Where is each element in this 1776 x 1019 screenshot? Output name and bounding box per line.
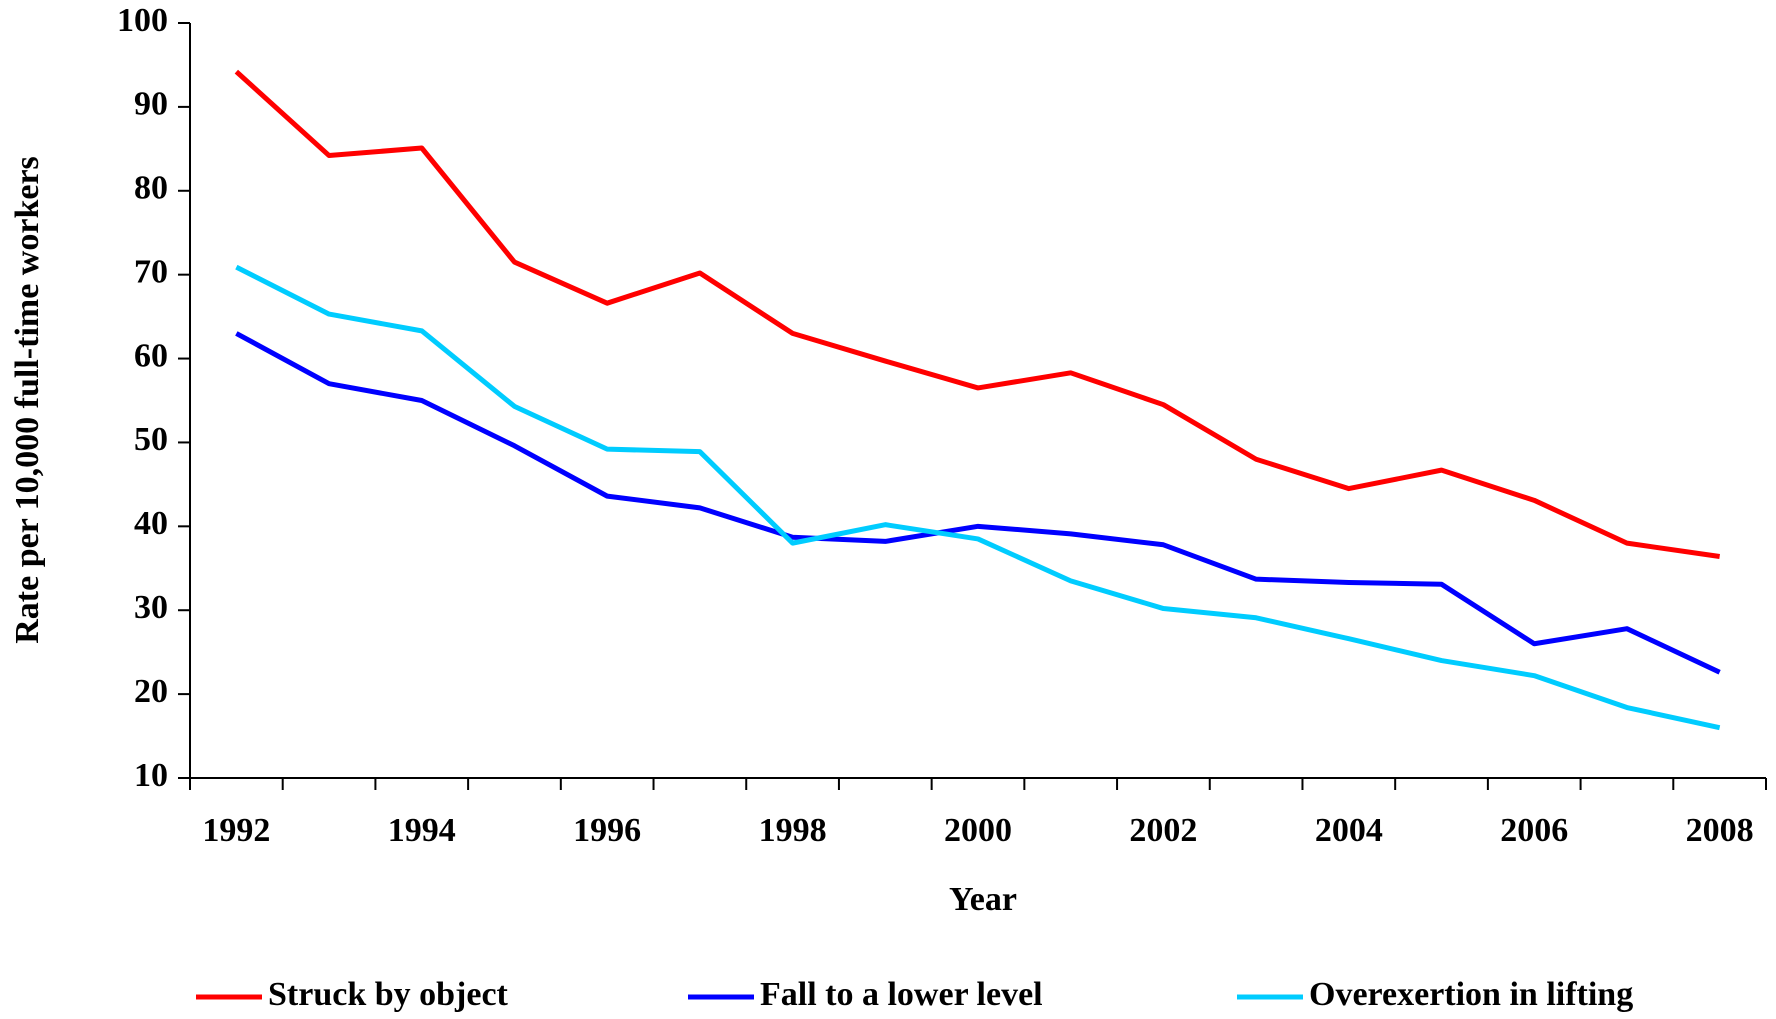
y-axis-label: Rate per 10,000 full-time workers	[9, 156, 46, 644]
x-tick-label: 1992	[202, 812, 270, 849]
y-tick-label: 60	[134, 337, 168, 374]
y-tick-label: 100	[117, 2, 168, 39]
legend-label: Overexertion in lifting	[1309, 976, 1633, 1013]
y-tick-label: 50	[134, 421, 168, 458]
x-tick-label: 1998	[759, 812, 827, 849]
y-tick-label: 40	[134, 505, 168, 542]
x-axis-label: Year	[949, 881, 1017, 918]
x-tick-label: 1994	[388, 812, 456, 849]
y-tick-label: 10	[134, 757, 168, 794]
x-tick-label: 1996	[573, 812, 641, 849]
legend-label: Struck by object	[268, 976, 509, 1013]
y-tick-label: 70	[134, 253, 168, 290]
y-tick-label: 80	[134, 170, 168, 207]
x-tick-label: 2000	[944, 812, 1012, 849]
series-line	[235, 331, 1721, 675]
y-tick-label: 90	[134, 86, 168, 123]
series-line	[235, 264, 1721, 731]
series-line	[234, 69, 1721, 560]
y-tick-label: 20	[134, 673, 168, 710]
x-tick-label: 2006	[1500, 812, 1568, 849]
x-tick-label: 2004	[1315, 812, 1383, 849]
y-tick-label: 30	[134, 589, 168, 626]
x-tick-label: 2008	[1686, 812, 1754, 849]
legend-label: Fall to a lower level	[760, 976, 1043, 1013]
x-tick-label: 2002	[1129, 812, 1197, 849]
